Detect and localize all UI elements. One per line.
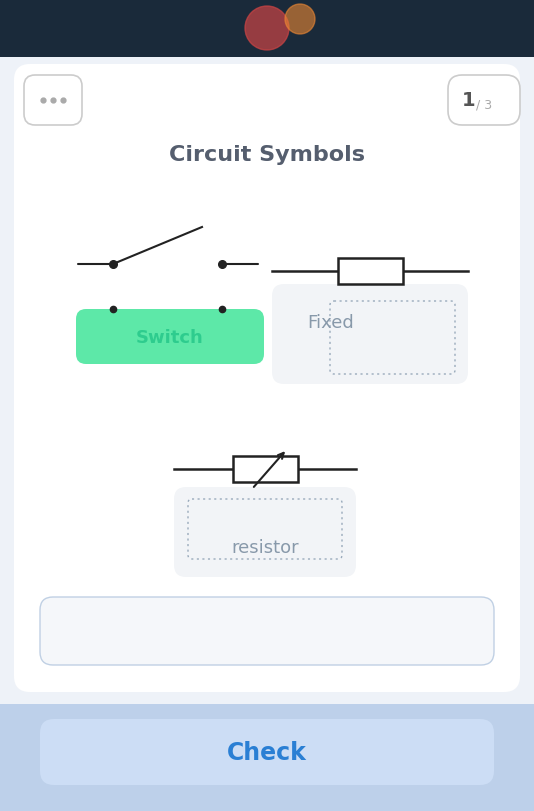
FancyBboxPatch shape bbox=[76, 310, 264, 365]
FancyBboxPatch shape bbox=[272, 285, 468, 384]
Bar bbox=[233, 457, 298, 483]
FancyBboxPatch shape bbox=[448, 76, 520, 126]
Text: / 3: / 3 bbox=[476, 98, 492, 111]
FancyBboxPatch shape bbox=[24, 76, 82, 126]
FancyBboxPatch shape bbox=[40, 597, 494, 665]
Circle shape bbox=[285, 5, 315, 35]
Text: Fixed: Fixed bbox=[307, 314, 354, 332]
FancyBboxPatch shape bbox=[0, 704, 534, 811]
Text: Circuit Symbols: Circuit Symbols bbox=[169, 145, 365, 165]
FancyBboxPatch shape bbox=[0, 0, 534, 58]
Circle shape bbox=[245, 7, 289, 51]
Bar bbox=[338, 259, 403, 285]
Text: Switch: Switch bbox=[136, 328, 204, 346]
FancyBboxPatch shape bbox=[14, 65, 520, 692]
FancyBboxPatch shape bbox=[40, 719, 494, 785]
Text: resistor: resistor bbox=[231, 539, 299, 556]
FancyBboxPatch shape bbox=[174, 487, 356, 577]
Text: 1: 1 bbox=[462, 92, 476, 110]
Text: Check: Check bbox=[227, 740, 307, 764]
